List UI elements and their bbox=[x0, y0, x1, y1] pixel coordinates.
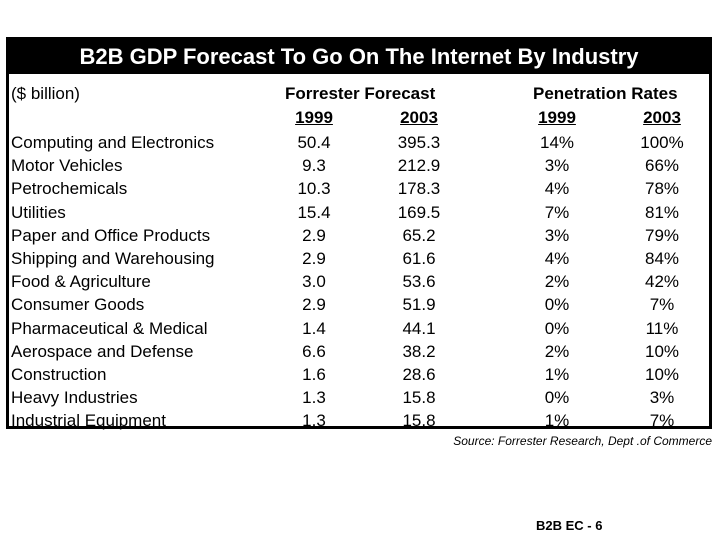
penetration-1999-cell: 1% bbox=[544, 364, 570, 384]
forecast-1999-cell: 2.9 bbox=[302, 295, 326, 315]
penetration-2003-cell: 11% bbox=[645, 318, 679, 338]
industry-cell: Pharmaceutical & Medical bbox=[11, 318, 208, 338]
forecast-2003-cell: 15.8 bbox=[402, 388, 436, 408]
table-row: Computing and Electronics 50.4 395.3 14% 100… bbox=[9, 131, 709, 154]
forecast-1999-cell: 50.4 bbox=[297, 133, 331, 152]
industry-cell: Construction bbox=[11, 364, 107, 384]
table-row: Food & Agriculture 3.0 53.6 2% 42% bbox=[9, 270, 709, 293]
table-row: Petrochemicals 10.3 178.3 4% 78% bbox=[9, 177, 709, 200]
forecast-1999-cell: 15.4 bbox=[297, 202, 331, 222]
forecast-2003-cell: 53.6 bbox=[402, 272, 436, 292]
penetration-1999-cell: 4% bbox=[544, 248, 570, 268]
forecast-group-header: Forrester Forecast bbox=[285, 84, 436, 103]
forecast-2003-cell: 395.3 bbox=[397, 133, 441, 152]
penetration-1999-cell: 3% bbox=[544, 156, 570, 176]
industry-cell: Motor Vehicles bbox=[11, 156, 123, 176]
table-row: Paper and Office Products 2.9 65.2 3% 79% bbox=[9, 224, 709, 247]
table-row: Motor Vehicles 9.3 212.9 3% 66% bbox=[9, 154, 709, 177]
forecast-2003-cell: 15.8 bbox=[402, 411, 436, 431]
penetration-2003-cell: 79% bbox=[644, 225, 680, 245]
penetration-1999-cell: 3% bbox=[544, 225, 570, 245]
forecast-2003-cell: 28.6 bbox=[402, 364, 436, 384]
industry-cell: Utilities bbox=[11, 202, 66, 222]
penetration-2003-cell: 78% bbox=[644, 179, 680, 199]
penetration-1999-cell: 0% bbox=[544, 388, 570, 408]
industry-cell: Consumer Goods bbox=[11, 295, 145, 315]
penetration-2003-cell: 10% bbox=[644, 341, 680, 361]
industry-cell: Heavy Industries bbox=[11, 388, 138, 408]
forecast-1999-cell: 3.0 bbox=[302, 272, 326, 292]
forecast-1999-cell: 9.3 bbox=[302, 156, 326, 176]
forecast-2003-cell: 65.2 bbox=[402, 225, 436, 245]
unit-label: ($ billion) bbox=[11, 84, 80, 103]
penetration-group-header: Penetration Rates bbox=[533, 84, 678, 103]
forecast-1999-cell: 6.6 bbox=[302, 341, 326, 361]
forecast-2003-cell: 51.9 bbox=[402, 295, 436, 315]
penetration-2003-cell: 84% bbox=[644, 248, 680, 268]
forecast-1999-header: 1999 bbox=[295, 108, 333, 127]
table-frame: B2B GDP Forecast To Go On The Internet B… bbox=[6, 37, 712, 432]
industry-cell: Industrial Equipment bbox=[11, 411, 166, 431]
forecast-1999-cell: 1.3 bbox=[302, 388, 326, 408]
forecast-2003-cell: 38.2 bbox=[402, 341, 436, 361]
industry-cell: Computing and Electronics bbox=[11, 133, 215, 152]
forecast-1999-cell: 2.9 bbox=[302, 225, 326, 245]
penetration-2003-cell: 3% bbox=[649, 388, 675, 408]
penetration-1999-cell: 2% bbox=[544, 341, 570, 361]
forecast-2003-header: 2003 bbox=[400, 108, 438, 127]
penetration-1999-cell: 7% bbox=[544, 202, 570, 222]
forecast-2003-cell: 44.1 bbox=[402, 318, 436, 338]
forecast-1999-cell: 1.6 bbox=[302, 364, 326, 384]
forecast-2003-cell: 61.6 bbox=[402, 248, 436, 268]
forecast-1999-cell: 1.3 bbox=[302, 411, 326, 431]
industry-cell: Shipping and Warehousing bbox=[11, 248, 215, 268]
penetration-2003-header: 2003 bbox=[643, 108, 681, 127]
penetration-1999-cell: 2% bbox=[544, 272, 570, 292]
table-row: Aerospace and Defense 6.6 38.2 2% 10% bbox=[9, 340, 709, 363]
forecast-1999-cell: 2.9 bbox=[302, 248, 326, 268]
industry-cell: Petrochemicals bbox=[11, 179, 128, 199]
table-row: Construction 1.6 28.6 1% 10% bbox=[9, 363, 709, 386]
penetration-2003-cell: 7% bbox=[649, 411, 675, 431]
industry-cell: Aerospace and Defense bbox=[11, 341, 194, 361]
penetration-1999-cell: 4% bbox=[544, 179, 570, 199]
table-title: B2B GDP Forecast To Go On The Internet B… bbox=[9, 40, 709, 74]
penetration-2003-cell: 10% bbox=[644, 364, 680, 384]
table-row: Pharmaceutical & Medical 1.4 44.1 0% 11% bbox=[9, 317, 709, 340]
penetration-1999-cell: 0% bbox=[544, 295, 570, 315]
penetration-2003-cell: 7% bbox=[649, 295, 675, 315]
penetration-1999-cell: 14% bbox=[539, 133, 575, 152]
forecast-1999-cell: 10.3 bbox=[297, 179, 331, 199]
penetration-1999-header: 1999 bbox=[538, 108, 576, 127]
industry-cell: Food & Agriculture bbox=[11, 272, 151, 292]
forecast-2003-cell: 178.3 bbox=[397, 179, 441, 199]
source-note: Source: Forrester Research, Dept .of Com… bbox=[453, 434, 712, 448]
table-row: Heavy Industries 1.3 15.8 0% 3% bbox=[9, 386, 709, 409]
penetration-2003-cell: 81% bbox=[644, 202, 680, 222]
forecast-1999-cell: 1.4 bbox=[302, 318, 326, 338]
penetration-2003-cell: 100% bbox=[640, 133, 684, 152]
slide-footer: B2B EC - 6 bbox=[536, 518, 603, 533]
table-row: Shipping and Warehousing 2.9 61.6 4% 84% bbox=[9, 247, 709, 270]
table-row: Utilities 15.4 169.5 7% 81% bbox=[9, 201, 709, 224]
table-row: Industrial Equipment 1.3 15.8 1% 7% bbox=[9, 409, 709, 432]
penetration-1999-cell: 0% bbox=[544, 318, 570, 338]
industry-cell: Paper and Office Products bbox=[11, 225, 211, 245]
penetration-1999-cell: 1% bbox=[544, 411, 570, 431]
forecast-2003-cell: 212.9 bbox=[397, 156, 441, 176]
forecast-2003-cell: 169.5 bbox=[397, 202, 441, 222]
table-body: Computing and Electronics 50.4 395.3 14% 100… bbox=[9, 131, 709, 432]
penetration-2003-cell: 66% bbox=[644, 156, 680, 176]
table-row: Consumer Goods 2.9 51.9 0% 7% bbox=[9, 293, 709, 316]
penetration-2003-cell: 42% bbox=[644, 272, 680, 292]
